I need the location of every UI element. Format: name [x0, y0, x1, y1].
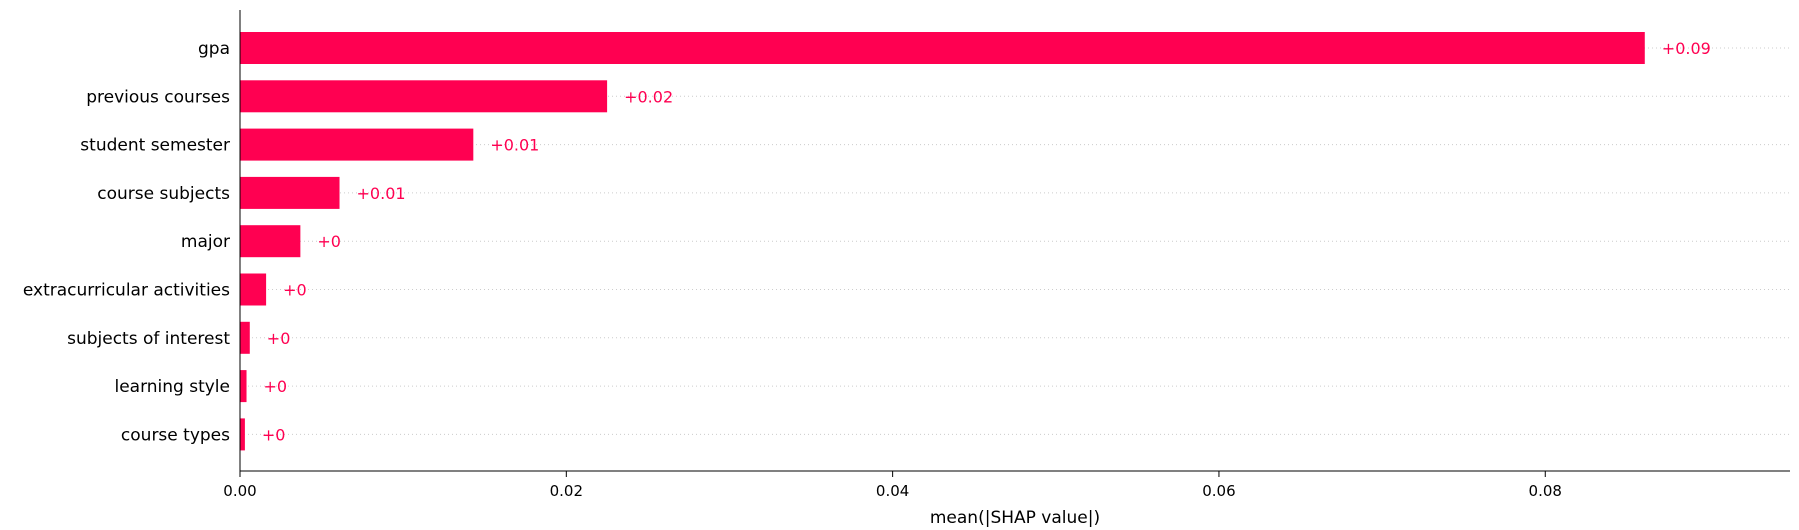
x-axis-title: mean(|SHAP value|) — [930, 508, 1100, 528]
bar-gpa — [240, 32, 1645, 64]
category-label-previous-courses: previous courses — [86, 87, 230, 107]
bar-extracurricular-activities — [240, 273, 267, 306]
value-label-learning-style: +0 — [264, 377, 288, 396]
value-label-major: +0 — [317, 232, 341, 251]
bar-layer — [240, 32, 1645, 451]
value-label-extracurricular-activities: +0 — [283, 281, 307, 300]
x-tick-label: 0.06 — [1202, 482, 1235, 500]
bar-student-semester — [240, 128, 474, 161]
category-label-student-semester: student semester — [80, 136, 230, 156]
value-label-gpa: +0.09 — [1662, 39, 1711, 58]
value-label-previous-courses: +0.02 — [624, 87, 673, 106]
value-label-course-types: +0 — [262, 425, 286, 444]
label-layer: gpa +0.09 previous courses +0.02 student sem… — [23, 39, 1711, 445]
bar-previous-courses — [240, 80, 608, 113]
bar-course-subjects — [240, 176, 340, 209]
value-label-course-subjects: +0.01 — [357, 184, 406, 203]
bar-subjects-of-interest — [240, 321, 250, 354]
category-label-course-types: course types — [121, 425, 230, 445]
x-tick-label: 0.04 — [876, 482, 909, 500]
category-label-subjects-of-interest: subjects of interest — [67, 329, 230, 349]
value-label-subjects-of-interest: +0 — [267, 329, 291, 348]
category-label-major: major — [181, 232, 230, 252]
x-tick-label: 0.00 — [223, 482, 256, 500]
bar-course-types — [240, 418, 245, 451]
value-label-student-semester: +0.01 — [490, 136, 539, 155]
bar-major — [240, 225, 301, 258]
category-label-learning-style: learning style — [114, 377, 230, 397]
category-label-gpa: gpa — [198, 39, 230, 59]
bar-learning-style — [240, 370, 247, 403]
category-label-course-subjects: course subjects — [97, 184, 230, 204]
x-tick-label: 0.02 — [550, 482, 583, 500]
category-label-extracurricular-activities: extracurricular activities — [23, 281, 230, 301]
x-tick-label: 0.08 — [1529, 482, 1562, 500]
x-tick-layer: 0.00 0.02 0.04 0.06 0.08 — [223, 471, 1562, 500]
